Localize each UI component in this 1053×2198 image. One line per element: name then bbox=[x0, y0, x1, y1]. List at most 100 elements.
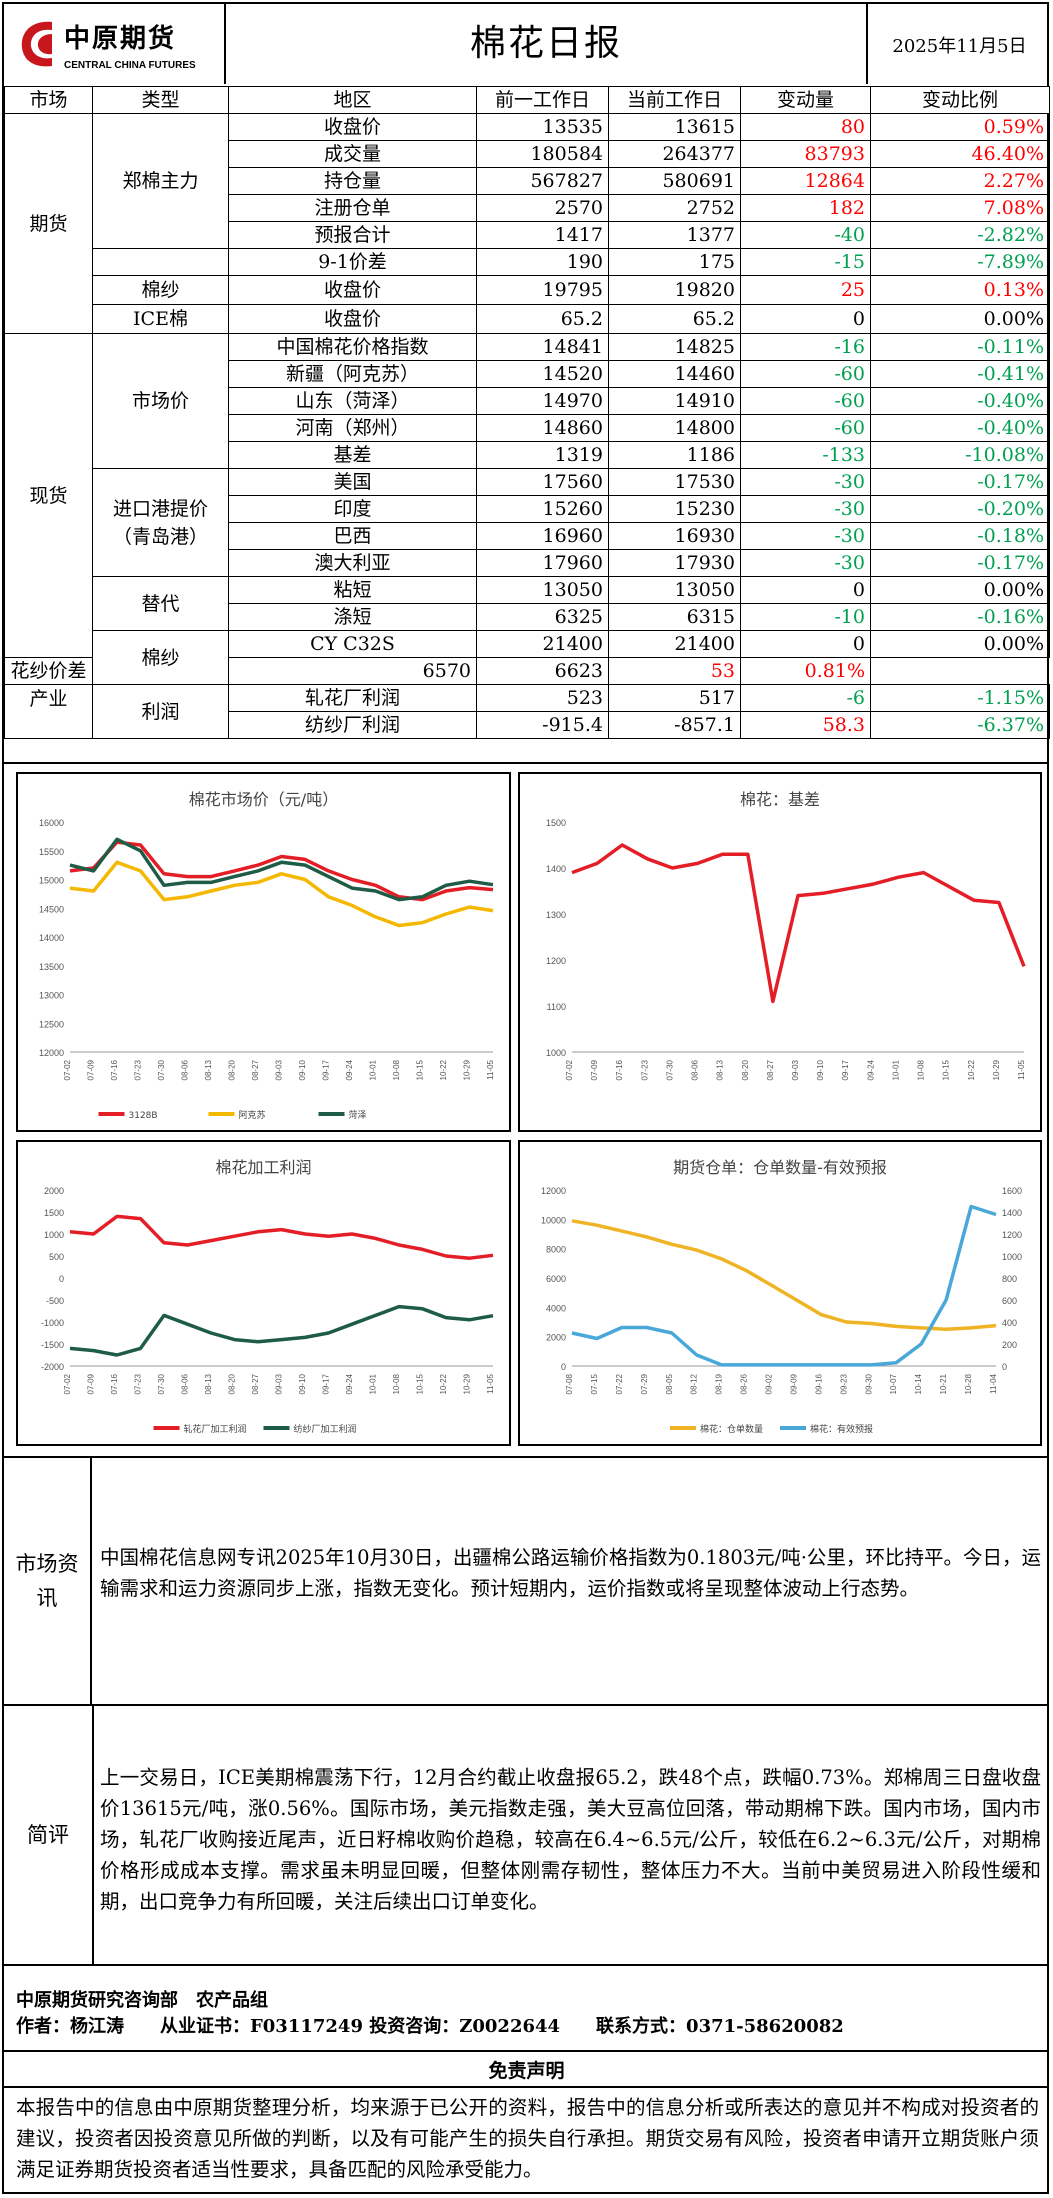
y-tick-label: -2000 bbox=[41, 1362, 64, 1372]
row-region: 注册仓单 bbox=[228, 194, 477, 222]
row-pct: 0.00% bbox=[870, 576, 1050, 604]
x-tick-label: 11-05 bbox=[1017, 1059, 1026, 1079]
x-tick-label: 07-09 bbox=[590, 1059, 599, 1080]
x-tick-label: 10-15 bbox=[942, 1059, 951, 1080]
row-prev: 17560 bbox=[476, 468, 609, 496]
x-tick-label: 08-13 bbox=[716, 1059, 725, 1080]
group-label: 进口港提价（青岛港） bbox=[92, 468, 229, 577]
table-row: 山东（菏泽） 14970 14910 -60 -0.40% bbox=[5, 387, 1050, 415]
group-label: 产业 bbox=[4, 684, 93, 739]
row-cur: -857.1 bbox=[608, 711, 741, 739]
x-tick-label: 10-01 bbox=[369, 1059, 378, 1080]
x-tick-label: 10-08 bbox=[392, 1373, 401, 1394]
legend-label: 纺纱厂加工利润 bbox=[294, 1423, 357, 1435]
chart-warehouse-receipts: 期货仓单：仓单数量-有效预报 0 2000 4000 6000 8000 10000 1200… bbox=[518, 1140, 1042, 1446]
x-tick-label: 07-09 bbox=[87, 1059, 96, 1080]
x-tick-label: 09-02 bbox=[765, 1373, 774, 1394]
chart-market-price: 棉花市场价（元/吨） 12000 12500 13000 13500 14000 14500… bbox=[16, 772, 511, 1132]
x-tick-label: 07-16 bbox=[615, 1059, 624, 1080]
org-name: 中原期货研究咨询部 农产品组 bbox=[16, 1990, 268, 2011]
col-header: 前一工作日 bbox=[476, 86, 609, 114]
chart-svg: -2000 -1500 -1000 -500 0 500 1000 1500 2000 07-02… bbox=[41, 1186, 495, 1435]
row-prev: 1319 bbox=[476, 441, 609, 469]
chart-processing-profit: 棉花加工利润 -2000 -1500 -1000 -500 0 500 1000 1500 200… bbox=[16, 1140, 511, 1446]
table-row: 成交量 180584 264377 83793 46.40% bbox=[5, 140, 1050, 168]
row-cur: 17930 bbox=[608, 549, 741, 577]
row-chg: 12864 bbox=[740, 167, 871, 195]
y-tick-label: 0 bbox=[59, 1274, 64, 1284]
legend-label: 3128B bbox=[129, 1111, 158, 1121]
table-row: 期货 郑棉主力 收盘价 13535 13615 80 0.59% bbox=[4, 113, 1050, 334]
chart-title: 期货仓单：仓单数量-有效预报 bbox=[673, 1158, 887, 1177]
x-tick-label: 09-03 bbox=[275, 1373, 284, 1394]
row-chg: -30 bbox=[740, 522, 871, 550]
x-tick-label: 10-14 bbox=[914, 1373, 923, 1394]
row-cur: 15230 bbox=[608, 495, 741, 523]
row-chg: -30 bbox=[740, 549, 871, 577]
row-chg: 53 bbox=[608, 657, 741, 685]
x-tick-label: 07-30 bbox=[157, 1059, 166, 1080]
table-row: 巴西 16960 16930 -30 -0.18% bbox=[5, 522, 1050, 550]
y-tick-label: 8000 bbox=[546, 1245, 566, 1255]
table-row: 澳大利亚 17960 17930 -30 -0.17% bbox=[5, 549, 1050, 577]
x-tick-label: 10-29 bbox=[992, 1059, 1001, 1080]
y-tick-label: 14000 bbox=[39, 933, 64, 943]
group-cell bbox=[92, 248, 229, 276]
row-pct: 7.08% bbox=[870, 194, 1050, 222]
group-label: 棉纱 bbox=[92, 275, 229, 305]
row-chg: 0 bbox=[740, 304, 871, 334]
table-row: 持仓量 567827 580691 12864 2.27% bbox=[5, 167, 1050, 195]
row-region: 纺纱厂利润 bbox=[228, 711, 477, 739]
row-region: 印度 bbox=[228, 495, 477, 523]
table-row: 9-1价差 190 175 -15 -7.89% bbox=[5, 248, 1050, 276]
y2-tick-label: 800 bbox=[1002, 1274, 1017, 1284]
x-tick-label: 07-23 bbox=[640, 1059, 649, 1080]
y2-tick-label: 400 bbox=[1002, 1318, 1017, 1328]
table-row: 印度 15260 15230 -30 -0.20% bbox=[5, 495, 1050, 523]
row-prev: 180584 bbox=[476, 140, 609, 168]
y-tick-label: 15000 bbox=[39, 876, 64, 886]
chart-svg: 0 2000 4000 6000 8000 10000 12000 0 200 400 600 800… bbox=[541, 1186, 1022, 1435]
row-chg: -15 bbox=[740, 248, 871, 276]
y-tick-label: 4000 bbox=[546, 1303, 566, 1313]
x-tick-label: 09-30 bbox=[864, 1373, 873, 1394]
market-info-text: 中国棉花信息网专讯2025年10月30日，出疆棉公路运输价格指数为0.1803元… bbox=[100, 1546, 1041, 1600]
chart-svg: 12000 12500 13000 13500 14000 14500 15000 15500… bbox=[39, 818, 495, 1121]
row-prev: 65.2 bbox=[476, 304, 609, 334]
row-pct: 0.00% bbox=[870, 630, 1050, 658]
y-tick-label: 500 bbox=[49, 1252, 64, 1262]
row-prev: 13050 bbox=[476, 576, 609, 604]
row-region: 基差 bbox=[228, 441, 477, 469]
y-tick-label: 1100 bbox=[547, 1002, 566, 1012]
row-chg: 80 bbox=[740, 113, 871, 141]
group-label: 利润 bbox=[92, 684, 229, 739]
x-tick-label: 10-01 bbox=[369, 1373, 378, 1394]
x-tick-label: 10-21 bbox=[939, 1373, 948, 1394]
row-cur: 14825 bbox=[608, 333, 741, 361]
group-label: ICE棉 bbox=[92, 304, 229, 334]
row-region: 新疆（阿克苏） bbox=[228, 360, 477, 388]
row-cur: 65.2 bbox=[608, 304, 741, 334]
y-tick-label: 1200 bbox=[546, 956, 566, 966]
row-chg: -16 bbox=[740, 333, 871, 361]
row-chg: -60 bbox=[740, 360, 871, 388]
x-tick-label: 08-27 bbox=[251, 1373, 260, 1394]
table-row: 现货 市场价 中国棉花价格指数 14841 14825 -16 -0.11% bbox=[4, 333, 1050, 658]
row-cur: 1186 bbox=[608, 441, 741, 469]
y2-tick-label: 200 bbox=[1002, 1340, 1017, 1350]
y-tick-label: 2000 bbox=[546, 1333, 566, 1343]
row-pct: -6.37% bbox=[870, 711, 1050, 739]
y-tick-label: 1500 bbox=[44, 1208, 64, 1218]
row-pct: 2.27% bbox=[870, 167, 1050, 195]
row-pct: -0.17% bbox=[870, 549, 1050, 577]
x-tick-label: 09-03 bbox=[791, 1059, 800, 1080]
row-prev: 567827 bbox=[476, 167, 609, 195]
x-tick-label: 10-22 bbox=[439, 1059, 448, 1080]
x-tick-label: 09-17 bbox=[322, 1059, 331, 1080]
report-date: 2025年11月5日 bbox=[866, 4, 1051, 84]
x-tick-label: 07-23 bbox=[134, 1373, 143, 1394]
row-cur: 1377 bbox=[608, 221, 741, 249]
x-tick-label: 11-05 bbox=[486, 1059, 495, 1079]
x-tick-label: 10-29 bbox=[463, 1373, 472, 1394]
x-tick-label: 09-16 bbox=[814, 1373, 823, 1394]
